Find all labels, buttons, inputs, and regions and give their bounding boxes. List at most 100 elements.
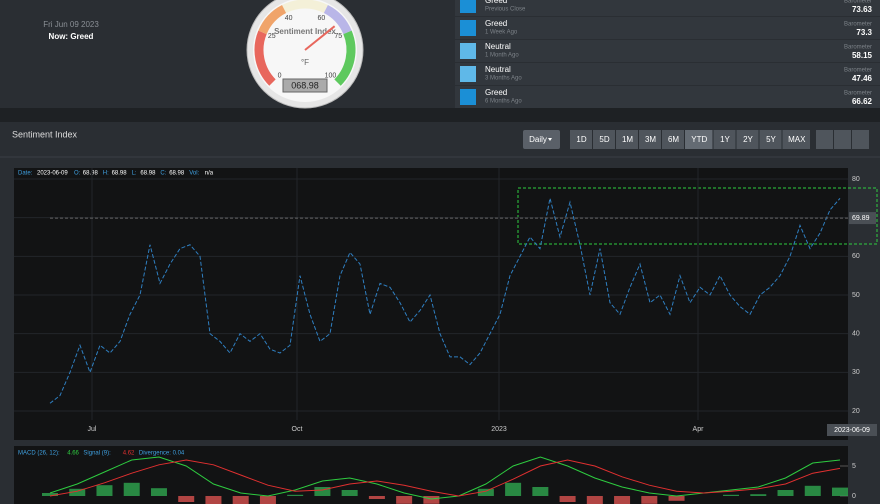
macd-legend: Signal (9): bbox=[83, 451, 111, 457]
macd-hist-bar bbox=[832, 487, 848, 496]
macd-legend: Divergence: 0.04 bbox=[139, 451, 185, 457]
history-icon bbox=[460, 89, 476, 105]
macd-legend: 4.62 bbox=[123, 451, 135, 457]
interval-button[interactable] bbox=[523, 130, 560, 149]
tool-button[interactable] bbox=[852, 130, 869, 149]
history-period: 1 Month Ago bbox=[485, 53, 519, 59]
macd-hist-bar bbox=[69, 488, 86, 496]
macd-hist-bar bbox=[641, 496, 658, 504]
history-row bbox=[455, 17, 880, 39]
history-source: Barometer bbox=[844, 45, 872, 51]
range-button[interactable] bbox=[782, 130, 811, 149]
gauge-face bbox=[253, 0, 357, 102]
history-row bbox=[455, 0, 880, 16]
info-key: L: bbox=[132, 171, 137, 177]
history-source: Barometer bbox=[844, 68, 872, 74]
range-label[interactable]: 6M bbox=[668, 135, 679, 144]
history-value: 58.15 bbox=[852, 51, 873, 60]
gauge-band bbox=[282, 0, 328, 14]
gauge-tick-label: 40 bbox=[285, 15, 293, 22]
info-key: C: bbox=[160, 171, 166, 177]
history-label: Greed bbox=[485, 19, 507, 28]
range-button[interactable] bbox=[616, 130, 638, 149]
macd-hist-bar bbox=[614, 496, 631, 504]
history-icon bbox=[460, 43, 476, 59]
range-label[interactable]: 5Y bbox=[766, 135, 776, 144]
date: Fri Jun 09 2023 bbox=[43, 20, 99, 29]
info-value: n/a bbox=[205, 171, 214, 177]
gauge-band bbox=[323, 5, 352, 35]
range-button[interactable] bbox=[759, 130, 782, 149]
gauge-tick-label: 25 bbox=[268, 33, 276, 40]
y-tick-label: 80 bbox=[852, 176, 860, 183]
last-date-box bbox=[827, 424, 877, 436]
macd-hist-bar bbox=[232, 496, 249, 504]
history-value: 47.46 bbox=[852, 74, 873, 83]
x-tick-label: 2023 bbox=[491, 426, 507, 433]
macd-hist-bar bbox=[42, 493, 58, 496]
range-label[interactable]: 1D bbox=[576, 135, 586, 144]
tool-button[interactable] bbox=[834, 130, 851, 149]
macd-hist-bar bbox=[777, 490, 794, 496]
macd-hist-bar bbox=[559, 496, 576, 502]
macd-hist-bar bbox=[123, 482, 140, 496]
macd-hist-bar bbox=[259, 496, 276, 504]
range-label[interactable]: 5D bbox=[599, 135, 609, 144]
gauge-band bbox=[258, 5, 287, 35]
macd-tick-label: 0 bbox=[852, 493, 856, 500]
range-button[interactable] bbox=[639, 130, 661, 149]
range-button[interactable] bbox=[713, 130, 736, 149]
y-tick-label: 40 bbox=[852, 331, 860, 338]
macd-hist-bar bbox=[723, 494, 740, 496]
info-value: 68.98 bbox=[169, 171, 185, 177]
history-period: 1 Week Ago bbox=[485, 30, 518, 36]
gauge-title: Sentiment Index bbox=[274, 27, 336, 36]
range-label[interactable]: 1Y bbox=[720, 135, 730, 144]
range-label[interactable]: 1M bbox=[622, 135, 633, 144]
history-icon bbox=[460, 66, 476, 82]
macd-tick-label: 5 bbox=[852, 463, 856, 470]
macd-hist-bar bbox=[314, 487, 331, 496]
info-key: H: bbox=[103, 171, 109, 177]
info-value: 68.98 bbox=[140, 171, 156, 177]
range-label[interactable]: 2Y bbox=[743, 135, 753, 144]
range-label[interactable]: 3M bbox=[645, 135, 656, 144]
range-button[interactable] bbox=[662, 130, 684, 149]
macd-hist-bar bbox=[668, 496, 685, 501]
macd-hist-bar bbox=[96, 485, 113, 496]
gauge-band bbox=[334, 30, 356, 86]
history-value: 73.3 bbox=[856, 28, 872, 37]
history-label: Neutral bbox=[485, 42, 511, 51]
info-key: Date: bbox=[18, 171, 33, 177]
range-label[interactable]: MAX bbox=[788, 135, 806, 144]
history-source: Barometer bbox=[844, 0, 872, 5]
history-row bbox=[455, 63, 880, 85]
interval-label[interactable]: Daily bbox=[529, 135, 547, 144]
history-row bbox=[455, 40, 880, 62]
history-icon bbox=[460, 20, 476, 36]
history-icon bbox=[460, 0, 476, 13]
tool-button[interactable] bbox=[816, 130, 833, 149]
history-source: Barometer bbox=[844, 91, 872, 97]
macd-hist-bar bbox=[750, 494, 767, 496]
range-label[interactable]: YTD bbox=[691, 135, 707, 144]
gauge-tick-label: 100 bbox=[325, 72, 337, 79]
macd-hist-bar bbox=[368, 496, 385, 499]
info-value: 2023-06-09 bbox=[37, 171, 68, 177]
macd-hist-bar bbox=[150, 488, 167, 496]
plot-bg bbox=[14, 168, 848, 440]
history-source: Barometer bbox=[844, 22, 872, 28]
gauge-readout: 068.98 bbox=[291, 80, 319, 90]
range-button[interactable] bbox=[593, 130, 615, 149]
macd-hist-bar bbox=[205, 496, 222, 504]
current-label: 69.89 bbox=[852, 215, 870, 222]
panel-title: Sentiment Index bbox=[12, 129, 78, 139]
range-button[interactable] bbox=[736, 130, 759, 149]
history-value: 66.62 bbox=[852, 97, 873, 106]
macd-hist-bar bbox=[532, 487, 549, 496]
range-button[interactable] bbox=[685, 130, 713, 149]
macd-legend: MACD (26, 12): bbox=[18, 451, 60, 457]
range-button[interactable] bbox=[570, 130, 592, 149]
macd-hist-bar bbox=[178, 496, 195, 502]
